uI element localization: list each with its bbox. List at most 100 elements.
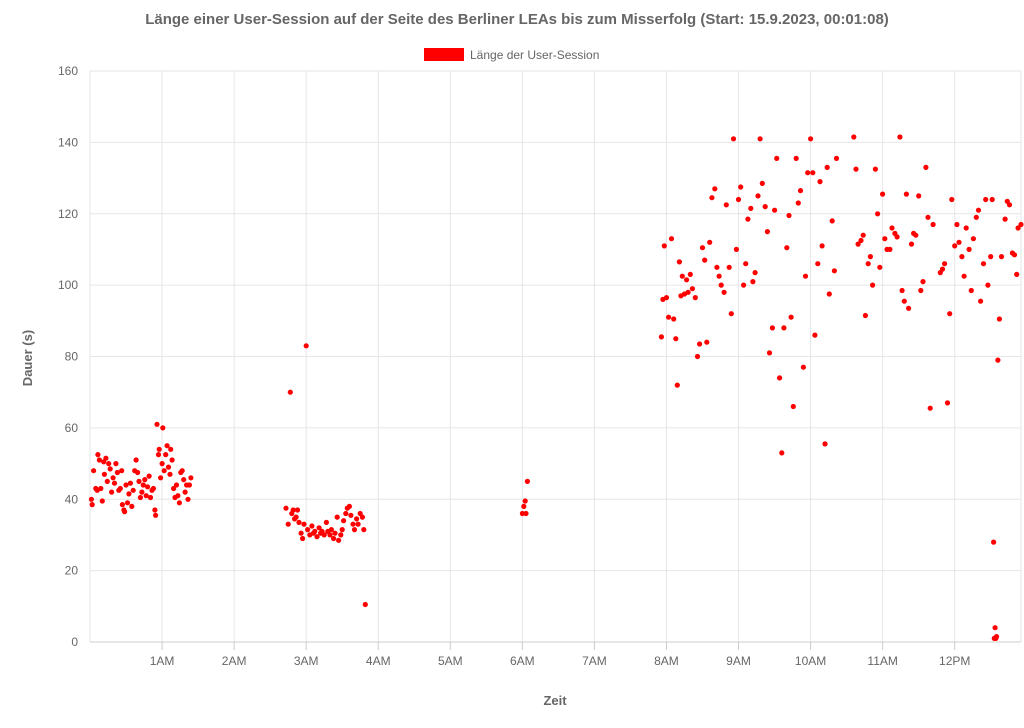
data-point[interactable] bbox=[305, 527, 311, 533]
data-point[interactable] bbox=[875, 211, 881, 217]
data-point[interactable] bbox=[829, 218, 835, 224]
legend-label[interactable]: Länge der User-Session bbox=[470, 48, 599, 62]
data-point[interactable] bbox=[346, 503, 352, 509]
data-point[interactable] bbox=[954, 221, 960, 228]
data-point[interactable] bbox=[173, 482, 180, 488]
data-point[interactable] bbox=[762, 204, 768, 210]
data-point[interactable] bbox=[788, 314, 794, 320]
data-point[interactable] bbox=[1011, 252, 1018, 258]
data-point[interactable] bbox=[805, 170, 811, 176]
data-point[interactable] bbox=[175, 493, 181, 499]
data-point[interactable] bbox=[802, 273, 809, 279]
data-point[interactable] bbox=[91, 468, 97, 474]
data-point[interactable] bbox=[790, 403, 796, 410]
data-point[interactable] bbox=[860, 232, 866, 238]
data-point[interactable] bbox=[331, 535, 337, 542]
data-point[interactable] bbox=[913, 232, 919, 238]
data-point[interactable] bbox=[759, 180, 765, 186]
data-point[interactable] bbox=[521, 503, 527, 509]
legend-swatch[interactable] bbox=[424, 48, 464, 61]
data-point[interactable] bbox=[963, 225, 969, 231]
data-point[interactable] bbox=[301, 521, 307, 527]
data-point[interactable] bbox=[877, 264, 883, 270]
data-point[interactable] bbox=[870, 282, 876, 288]
data-point[interactable] bbox=[815, 261, 821, 267]
data-point[interactable] bbox=[338, 532, 344, 538]
data-point[interactable] bbox=[996, 316, 1003, 322]
data-point[interactable] bbox=[704, 339, 710, 345]
data-point[interactable] bbox=[101, 471, 107, 477]
data-point[interactable] bbox=[182, 489, 188, 495]
data-point[interactable] bbox=[978, 298, 984, 304]
data-point[interactable] bbox=[95, 452, 101, 458]
data-point[interactable] bbox=[167, 471, 173, 477]
data-point[interactable] bbox=[906, 305, 912, 311]
data-point[interactable] bbox=[161, 468, 167, 474]
data-point[interactable] bbox=[867, 254, 874, 260]
data-point[interactable] bbox=[339, 527, 345, 533]
data-point[interactable] bbox=[810, 170, 816, 176]
data-point[interactable] bbox=[855, 241, 861, 247]
data-point[interactable] bbox=[361, 527, 367, 533]
data-point[interactable] bbox=[159, 461, 165, 467]
data-point[interactable] bbox=[983, 196, 989, 203]
data-point[interactable] bbox=[738, 184, 744, 190]
data-point[interactable] bbox=[925, 214, 931, 220]
data-point[interactable] bbox=[110, 475, 116, 481]
data-point[interactable] bbox=[1018, 221, 1024, 228]
data-point[interactable] bbox=[143, 493, 149, 499]
data-point[interactable] bbox=[817, 179, 823, 185]
data-point[interactable] bbox=[104, 478, 110, 484]
data-point[interactable] bbox=[145, 484, 151, 490]
data-point[interactable] bbox=[973, 214, 979, 220]
data-point[interactable] bbox=[718, 282, 724, 288]
data-point[interactable] bbox=[106, 461, 112, 467]
data-point[interactable] bbox=[795, 200, 801, 206]
data-point[interactable] bbox=[676, 259, 683, 265]
data-point[interactable] bbox=[316, 525, 322, 531]
data-point[interactable] bbox=[824, 164, 830, 170]
data-point[interactable] bbox=[519, 510, 526, 517]
data-point[interactable] bbox=[179, 468, 185, 474]
data-point[interactable] bbox=[777, 375, 783, 381]
data-point[interactable] bbox=[880, 191, 886, 197]
data-point[interactable] bbox=[989, 196, 995, 203]
data-point[interactable] bbox=[733, 246, 740, 252]
data-point[interactable] bbox=[692, 295, 698, 301]
data-point[interactable] bbox=[726, 264, 732, 270]
data-point[interactable] bbox=[362, 601, 368, 608]
data-point[interactable] bbox=[714, 264, 720, 270]
data-point[interactable] bbox=[323, 519, 329, 526]
data-point[interactable] bbox=[661, 243, 667, 249]
data-point[interactable] bbox=[328, 527, 334, 533]
data-point[interactable] bbox=[903, 191, 910, 197]
data-point[interactable] bbox=[117, 485, 123, 492]
data-point[interactable] bbox=[354, 516, 360, 522]
data-point[interactable] bbox=[150, 485, 156, 492]
data-point[interactable] bbox=[923, 164, 929, 170]
data-point[interactable] bbox=[298, 530, 304, 536]
data-point[interactable] bbox=[327, 532, 333, 538]
data-point[interactable] bbox=[709, 195, 715, 201]
data-point[interactable] bbox=[673, 336, 679, 342]
data-point[interactable] bbox=[522, 498, 528, 504]
data-point[interactable] bbox=[135, 469, 141, 476]
data-point[interactable] bbox=[998, 254, 1005, 260]
data-point[interactable] bbox=[684, 277, 690, 283]
data-point[interactable] bbox=[96, 457, 102, 463]
data-point[interactable] bbox=[916, 193, 922, 199]
data-point[interactable] bbox=[127, 480, 133, 486]
data-point[interactable] bbox=[285, 521, 291, 527]
data-point[interactable] bbox=[146, 473, 152, 479]
data-point[interactable] bbox=[793, 155, 799, 161]
data-point[interactable] bbox=[882, 236, 888, 242]
data-point[interactable] bbox=[757, 136, 763, 142]
data-point[interactable] bbox=[889, 225, 895, 231]
data-point[interactable] bbox=[831, 268, 838, 274]
data-point[interactable] bbox=[991, 539, 997, 545]
data-point[interactable] bbox=[1014, 271, 1020, 277]
data-point[interactable] bbox=[947, 311, 953, 317]
data-point[interactable] bbox=[152, 507, 158, 513]
data-point[interactable] bbox=[140, 482, 146, 488]
data-point[interactable] bbox=[99, 498, 105, 504]
